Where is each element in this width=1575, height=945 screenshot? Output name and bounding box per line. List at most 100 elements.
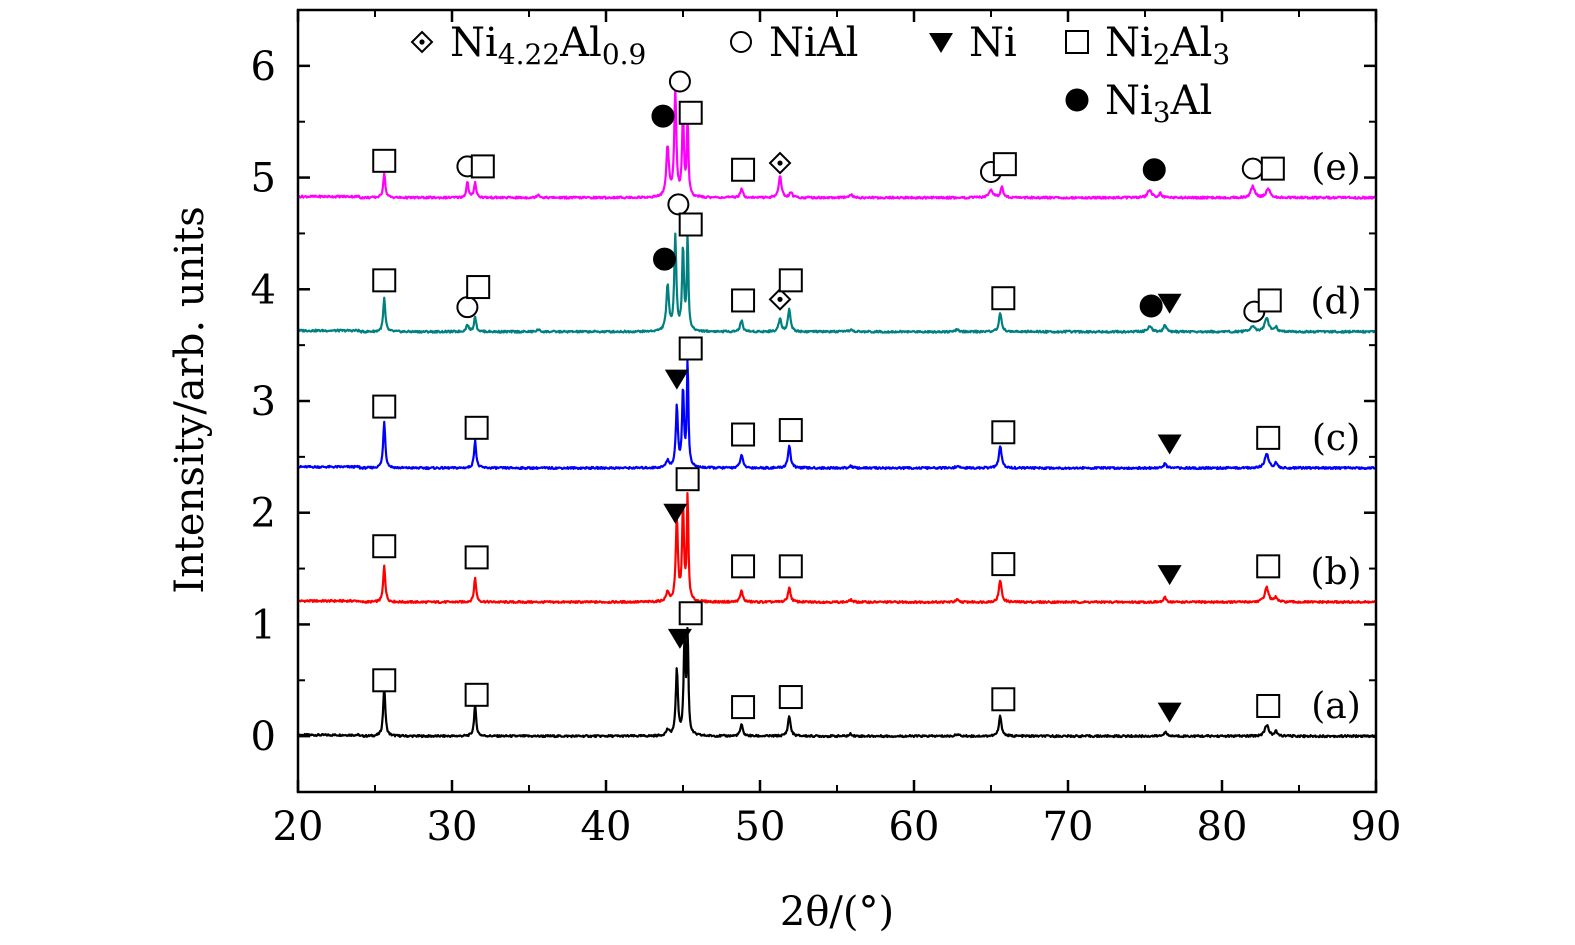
legend-symbol-open-circle — [730, 31, 752, 53]
legend-item-2: Ni — [929, 20, 1017, 66]
plot-frame — [296, 8, 1378, 794]
series-label-0: (a) — [1311, 686, 1361, 727]
x-tick-label-7: 90 — [1351, 804, 1402, 850]
marker-open-square-3-9 — [991, 286, 1016, 311]
y-tick-label-3: 3 — [251, 379, 276, 425]
legend-symbol-diamond-dot — [410, 30, 434, 54]
marker-open-square-3-0 — [372, 268, 397, 293]
y-tick-label-2: 2 — [251, 491, 276, 537]
legend-symbol-down-triangle — [929, 33, 953, 53]
marker-open-square-3-13 — [1257, 288, 1282, 313]
marker-open-square-0-5 — [778, 685, 803, 710]
marker-open-square-0-1 — [464, 682, 489, 707]
y-tick-label-0: 0 — [251, 714, 276, 760]
series-label-layer: (a) (b) (c) (d) (e) — [1310, 148, 1361, 727]
marker-down-triangle-0-2 — [667, 628, 692, 649]
series-line-2 — [297, 359, 1377, 471]
marker-open-square-2-6 — [991, 420, 1016, 445]
legend-item-0: Ni4.22Al0.9 — [410, 20, 646, 71]
marker-down-triangle-1-2 — [663, 503, 688, 524]
legend-symbol-open-square — [1065, 30, 1089, 54]
marker-layer — [372, 70, 1285, 723]
axes: 20 30 40 50 60 70 80 90 0 1 2 3 4 5 6 — [251, 10, 1402, 850]
legend-symbol-filled-circle — [1065, 88, 1089, 112]
y-axis-title: Intensity/arb. units — [167, 206, 213, 593]
marker-filled-circle-3-3 — [653, 247, 677, 271]
marker-open-square-0-4 — [731, 695, 756, 720]
marker-diamond-dot-4-7 — [768, 151, 792, 175]
marker-open-square-2-8 — [1256, 425, 1281, 450]
marker-open-square-1-3 — [675, 467, 700, 492]
legend-item-4: Ni3Al — [1065, 78, 1212, 129]
marker-filled-circle-4-3 — [651, 104, 675, 128]
marker-open-square-4-12 — [1260, 156, 1285, 181]
legend-label-2: Ni — [969, 20, 1017, 66]
marker-filled-circle-4-10 — [1142, 158, 1166, 182]
series-line-0 — [296, 626, 1377, 739]
marker-open-square-4-9 — [992, 152, 1017, 177]
marker-down-triangle-1-7 — [1157, 565, 1182, 586]
marker-open-square-1-4 — [731, 554, 756, 579]
y-tick-label-1: 1 — [251, 602, 276, 648]
x-axis-title: 2θ/(°) — [780, 889, 894, 935]
marker-open-square-0-0 — [372, 668, 397, 693]
series-label-2: (c) — [1312, 418, 1360, 459]
legend: Ni4.22Al0.9 NiAl Ni Ni2Al3 Ni3Al — [410, 20, 1230, 129]
legend-label-0: Ni4.22Al0.9 — [450, 20, 646, 71]
marker-open-square-2-5 — [778, 418, 803, 443]
marker-down-triangle-0-7 — [1157, 702, 1182, 723]
y-tick-label-4: 4 — [251, 267, 276, 313]
x-tick-label-5: 70 — [1043, 804, 1094, 850]
marker-open-square-2-1 — [464, 415, 489, 440]
marker-open-circle-4-11 — [1241, 157, 1264, 180]
marker-open-square-0-3 — [678, 601, 703, 626]
marker-open-square-3-6 — [731, 288, 756, 313]
marker-filled-circle-3-10 — [1139, 294, 1163, 318]
marker-open-circle-3-4 — [667, 193, 690, 216]
marker-open-square-0-8 — [1256, 693, 1281, 718]
x-tick-label-2: 40 — [581, 804, 632, 850]
series-line-3 — [297, 232, 1378, 334]
x-tick-label-6: 80 — [1197, 804, 1248, 850]
marker-down-triangle-2-7 — [1157, 434, 1182, 455]
marker-open-square-2-4 — [731, 422, 756, 447]
legend-item-1: NiAl — [730, 20, 858, 66]
marker-open-square-3-5 — [678, 212, 703, 237]
series-label-1: (b) — [1310, 552, 1361, 593]
marker-open-square-2-0 — [372, 394, 397, 419]
y-tick-label-6: 6 — [251, 44, 276, 90]
series-layer — [296, 86, 1378, 739]
legend-label-4: Ni3Al — [1105, 78, 1212, 129]
x-tick-label-0: 20 — [273, 804, 324, 850]
series-label-4: (e) — [1311, 148, 1360, 189]
marker-open-square-4-0 — [372, 148, 397, 173]
x-tick-label-3: 50 — [735, 804, 786, 850]
legend-label-1: NiAl — [769, 20, 858, 66]
marker-open-square-1-1 — [464, 545, 489, 570]
y-tick-label-5: 5 — [251, 156, 276, 202]
marker-down-triangle-3-11 — [1157, 293, 1182, 314]
marker-open-square-1-8 — [1256, 554, 1281, 579]
marker-open-square-1-6 — [991, 552, 1016, 577]
series-label-3: (d) — [1310, 282, 1361, 323]
marker-diamond-dot-3-7 — [768, 287, 792, 311]
marker-open-square-3-2 — [466, 275, 491, 300]
x-tick-label-1: 30 — [427, 804, 478, 850]
x-tick-label-4: 60 — [889, 804, 940, 850]
marker-open-square-0-6 — [991, 687, 1016, 712]
series-line-4 — [297, 86, 1377, 200]
marker-down-triangle-2-2 — [664, 369, 689, 390]
marker-open-square-1-5 — [778, 554, 803, 579]
marker-open-square-4-5 — [678, 100, 703, 125]
marker-open-square-4-2 — [470, 154, 495, 179]
marker-open-circle-3-1 — [456, 296, 479, 319]
marker-open-square-1-0 — [372, 534, 397, 559]
legend-item-3: Ni2Al3 — [1065, 20, 1230, 71]
marker-open-square-4-6 — [731, 157, 756, 182]
legend-label-3: Ni2Al3 — [1105, 20, 1230, 71]
marker-open-square-3-8 — [778, 268, 803, 293]
marker-open-square-2-3 — [678, 336, 703, 361]
series-line-1 — [297, 491, 1377, 605]
